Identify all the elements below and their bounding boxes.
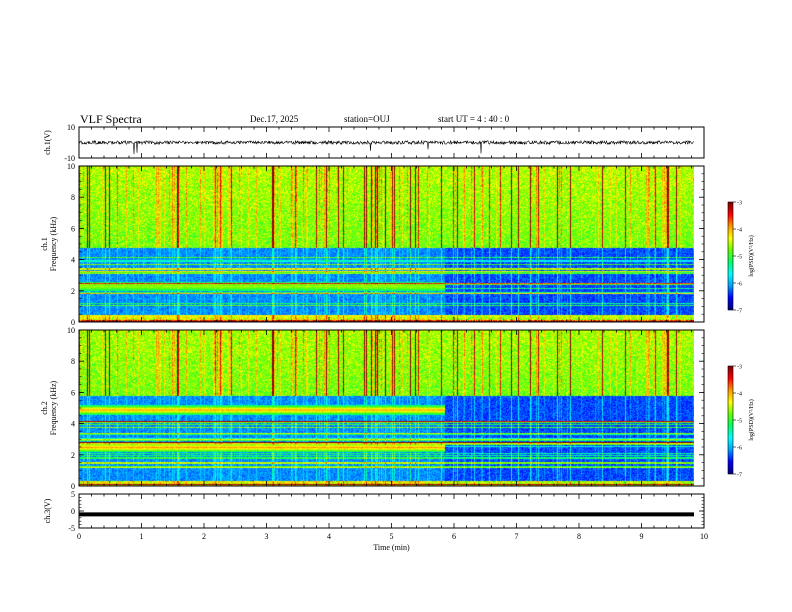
s2-ytick-label: 10	[67, 326, 75, 335]
ch3-ytick-label: -5	[68, 524, 75, 533]
ch1-colorbar-tick-label: -5	[737, 255, 742, 261]
s1-ytick-label: 4	[71, 256, 75, 265]
ch3-ylabel: ch.3(V)	[43, 498, 52, 523]
s1-ylabel-line: Frequency (kHz)	[49, 216, 58, 271]
s1-ytick-label: 2	[71, 287, 75, 296]
ch3-ytick-label: 0	[71, 507, 75, 516]
s2-ytick-label: 4	[71, 420, 75, 429]
s2-ytick-label: 6	[71, 388, 75, 397]
ch1-ylabel-line: ch.1(V)	[43, 130, 52, 155]
s1-ytick-label: 0	[71, 318, 75, 327]
x-axis-label: Time (min)	[373, 543, 410, 552]
ch1-spectrogram-image	[79, 166, 694, 322]
x-tick-label: 5	[390, 532, 394, 541]
ch1-colorbar-tick-label: -4	[737, 228, 742, 234]
ch1-colorbar-tick-label: -3	[737, 201, 742, 207]
s1-ylabel-line: ch.1	[40, 237, 49, 251]
ch2-colorbar-tick-label: -3	[737, 365, 742, 371]
s1-ytick-label: 8	[71, 193, 75, 202]
s1-ytick-label: 10	[67, 162, 75, 171]
s2-ylabel-line: ch.2	[40, 401, 49, 415]
ch1-colorbar-label: log(PSD)(V²/Hz)	[748, 235, 755, 276]
ch1-colorbar-tick-label: -7	[737, 309, 742, 315]
ch1-ytick-label: -10	[64, 154, 75, 163]
ch1-colorbar-tick-label: -6	[737, 282, 742, 288]
x-tick-label: 6	[452, 532, 456, 541]
x-tick-label: 3	[265, 532, 269, 541]
x-tick-label: 0	[77, 532, 81, 541]
ch3-ytick-label: 5	[71, 490, 75, 499]
s2-ylabel: ch.2Frequency (kHz)	[40, 380, 58, 435]
date-label: Dec.17, 2025	[250, 114, 299, 124]
s2-ytick-label: 0	[71, 482, 75, 491]
ch1-colorbar-gradient	[728, 202, 733, 310]
ch2-colorbar-tick-label: -7	[737, 473, 742, 479]
ch2-colorbar-gradient	[728, 366, 733, 474]
ch3-axes	[78, 493, 705, 529]
ch2-colorbar-tick-label: -5	[737, 419, 742, 425]
ch3-ylabel-line: ch.3(V)	[43, 498, 52, 523]
ch2-colorbar-tick-label: -4	[737, 392, 742, 398]
ch1-ylabel: ch.1(V)	[43, 130, 52, 155]
s1-ylabel: ch.1Frequency (kHz)	[40, 216, 58, 271]
s2-ytick-label: 2	[71, 451, 75, 460]
ch1-waveform-line	[78, 139, 694, 155]
ch2-colorbar-tick-label: -6	[737, 446, 742, 452]
s2-ytick-label: 8	[71, 357, 75, 366]
x-tick-label: 9	[640, 532, 644, 541]
start-ut-label: start UT = 4 : 40 : 0	[438, 114, 510, 124]
s2-ylabel-line: Frequency (kHz)	[49, 380, 58, 435]
x-tick-label: 1	[140, 532, 144, 541]
station-label: station=OUJ	[344, 114, 390, 124]
x-tick-label: 2	[202, 532, 206, 541]
s1-ytick-label: 6	[71, 224, 75, 233]
x-tick-label: 10	[700, 532, 708, 541]
ch1-ytick-label: 10	[67, 123, 75, 132]
x-tick-label: 8	[577, 532, 581, 541]
x-tick-label: 7	[515, 532, 519, 541]
figure-title: VLF Spectra	[80, 112, 142, 126]
ch2-colorbar-label: log(PSD)(V²/Hz)	[748, 399, 755, 440]
ch2-spectrogram-image	[79, 330, 694, 486]
x-tick-label: 4	[327, 532, 331, 541]
